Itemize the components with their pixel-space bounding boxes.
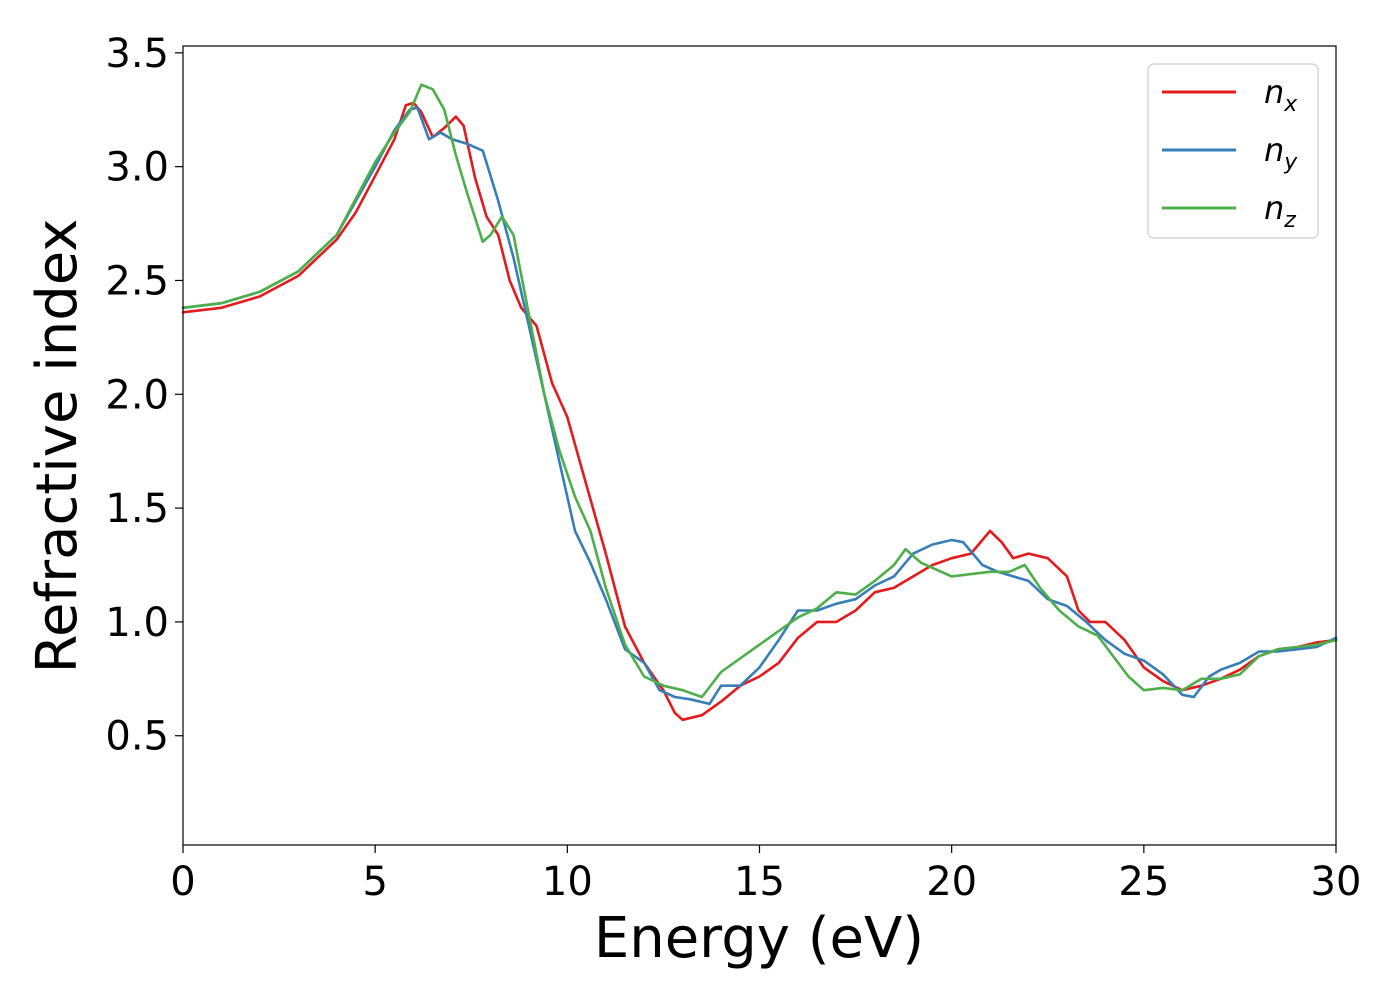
x-tick-label: 15: [734, 859, 785, 905]
series-layer: [181, 83, 1338, 722]
x-tick-label: 30: [1311, 859, 1362, 905]
y-tick-label: 1.0: [105, 600, 169, 646]
x-axis-title: Energy (eV): [594, 906, 924, 971]
y-tick-label: 1.5: [105, 486, 169, 532]
series-line-x: [181, 101, 1338, 722]
y-tick-label: 2.5: [105, 258, 169, 304]
y-axis-title: Refractive index: [25, 219, 90, 674]
x-tick-label: 5: [362, 859, 387, 905]
x-axis: 0 5 10 15 20 25 30: [170, 845, 1361, 905]
x-tick-label: 0: [170, 859, 195, 905]
x-tick-label: 20: [926, 859, 977, 905]
x-tick-label: 10: [542, 859, 593, 905]
y-tick-label: 0.5: [105, 714, 169, 760]
y-tick-label: 3.5: [105, 31, 169, 77]
x-tick-label: 25: [1118, 859, 1169, 905]
series-line-z: [181, 83, 1338, 699]
y-tick-label: 3.0: [105, 145, 169, 191]
y-tick-label: 2.0: [105, 372, 169, 418]
series-line-y: [181, 106, 1338, 706]
y-axis: 0.5 1.0 1.5 2.0 2.5 3.0 3.5: [105, 31, 183, 760]
